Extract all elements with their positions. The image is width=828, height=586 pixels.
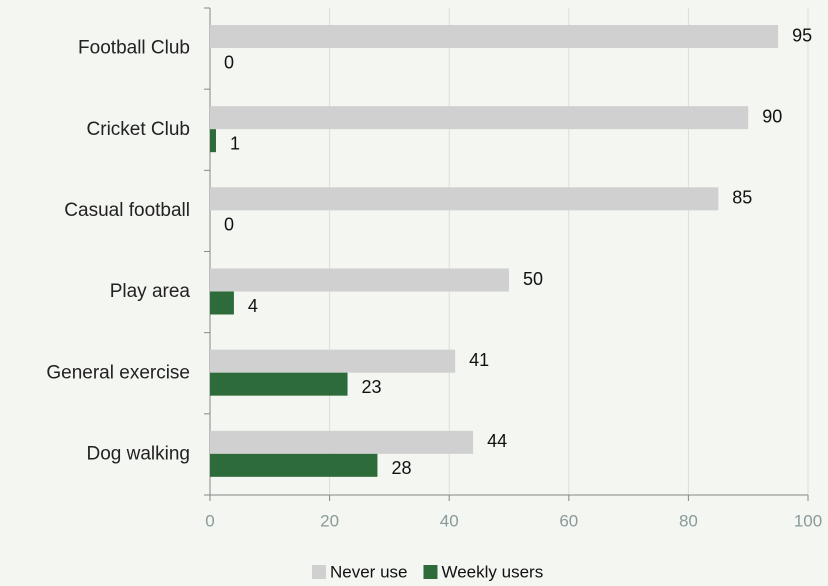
x-tick-label: 20 <box>320 511 339 530</box>
x-tick-label: 60 <box>559 511 578 530</box>
y-tick-label: General exercise <box>46 362 190 383</box>
bar <box>210 187 719 211</box>
bar <box>210 430 474 454</box>
bar <box>210 291 234 315</box>
data-label: 85 <box>732 188 752 208</box>
bar <box>210 349 456 373</box>
x-tick-label: 40 <box>440 511 459 530</box>
data-label: 95 <box>792 25 812 45</box>
data-label: 50 <box>523 269 543 289</box>
legend-swatch <box>312 565 326 579</box>
data-label: 41 <box>469 350 489 370</box>
bar <box>210 25 779 48</box>
bar <box>210 453 378 477</box>
legend-label: Weekly users <box>441 562 543 581</box>
bar <box>210 106 749 130</box>
x-tick-label: 100 <box>794 511 822 530</box>
y-tick-label: Football Club <box>78 38 190 59</box>
legend-swatch <box>423 565 438 579</box>
legend-label: Never use <box>330 562 407 581</box>
data-label: 0 <box>224 52 234 72</box>
data-label: 90 <box>762 106 782 126</box>
bar <box>210 129 216 153</box>
y-tick-label: Casual football <box>64 200 190 221</box>
data-label: 1 <box>230 133 240 153</box>
y-tick-label: Play area <box>110 281 191 302</box>
data-label: 23 <box>362 377 382 397</box>
bar <box>210 372 348 396</box>
data-label: 44 <box>487 431 507 451</box>
x-tick-label: 80 <box>679 511 698 530</box>
y-tick-label: Cricket Club <box>87 119 190 140</box>
y-tick-label: Dog walking <box>87 443 191 464</box>
data-label: 4 <box>248 296 258 316</box>
bar <box>210 268 509 292</box>
x-tick-label: 0 <box>205 511 214 530</box>
data-label: 0 <box>224 215 234 235</box>
data-label: 28 <box>391 458 411 478</box>
